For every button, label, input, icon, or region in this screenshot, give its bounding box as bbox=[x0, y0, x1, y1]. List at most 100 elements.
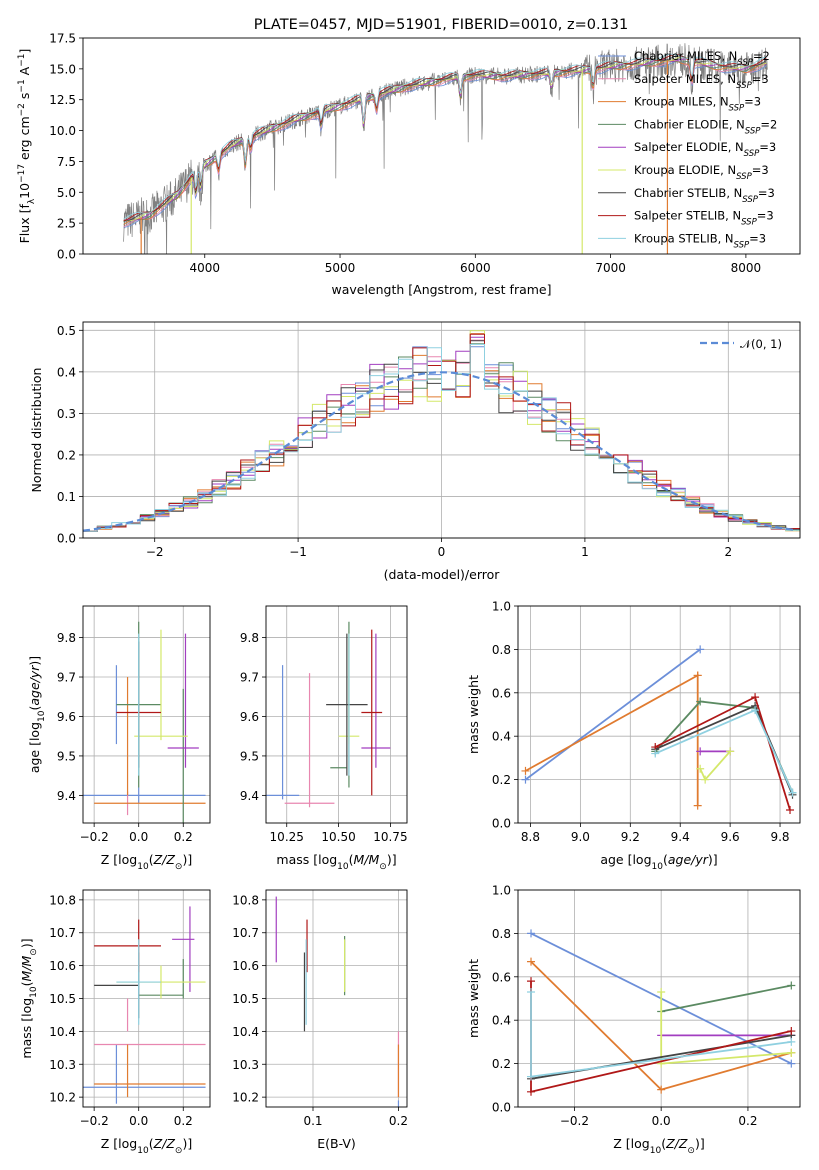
x-tick-label: 10.75 bbox=[373, 830, 407, 844]
weight-marker bbox=[787, 1048, 796, 1057]
label-part: )] bbox=[387, 852, 397, 867]
weight-line-5 bbox=[699, 750, 731, 782]
x-tick-label: 8000 bbox=[731, 261, 762, 275]
label-part: 10 bbox=[29, 986, 39, 998]
y-tick-label: 2.5 bbox=[57, 217, 76, 231]
panel-mw_vs_age: 8.8 9.0 9.2 9.4 9.6 9.8 0.0 0.2 0.4 0.6 0.8 1.0 age … bbox=[466, 600, 801, 872]
y-tick-label: 9.4 bbox=[57, 789, 76, 803]
legend-entry: Salpeter ELODIE, NSSP=3 bbox=[634, 140, 776, 159]
label-part: −1 bbox=[17, 79, 27, 92]
y-tick-label: 0.1 bbox=[57, 490, 76, 504]
x-tick-label: 5000 bbox=[325, 261, 356, 275]
legend-sub: SSP bbox=[744, 149, 760, 159]
legend-text: Salpeter MILES, N bbox=[634, 72, 736, 86]
legend-tail: =3 bbox=[757, 209, 774, 223]
x-axis-label: wavelength [Angstrom, rest frame] bbox=[331, 282, 551, 297]
x-axis-label: Z [log10(Z/Z⊙)] bbox=[101, 1136, 192, 1156]
weight-marker bbox=[521, 766, 530, 775]
weight-marker bbox=[527, 1072, 536, 1081]
label-part: s bbox=[17, 93, 32, 104]
label-part: ⊙ bbox=[29, 948, 39, 956]
label-part: erg cm bbox=[17, 116, 32, 164]
x-tick-label: 9.6 bbox=[721, 830, 740, 844]
label-part: Z/Z bbox=[153, 852, 176, 867]
y-axis-label: Normed distribution bbox=[29, 368, 44, 493]
model-spectrum-8 bbox=[123, 53, 767, 220]
x-axis-label: (data-model)/error bbox=[384, 567, 501, 582]
weight-marker bbox=[751, 693, 760, 702]
label-part: ⊙ bbox=[379, 862, 387, 872]
label-part: age/yr bbox=[27, 665, 42, 706]
x-tick-label: 0.0 bbox=[652, 1114, 671, 1128]
y-tick-label: 9.5 bbox=[57, 749, 76, 763]
y-tick-label: 10.2 bbox=[232, 1091, 259, 1105]
legend-sub: SSP bbox=[745, 126, 761, 136]
y-tick-label: 10.6 bbox=[49, 959, 76, 973]
x-tick-label: 0.2 bbox=[174, 1114, 193, 1128]
weight-line-2 bbox=[525, 673, 699, 806]
legend-tail: =3 bbox=[758, 186, 775, 200]
label-part: 10 bbox=[17, 183, 32, 199]
y-tick-label: 9.5 bbox=[240, 749, 259, 763]
y-tick-label: 0.5 bbox=[57, 324, 76, 338]
y-tick-label: 10.6 bbox=[232, 959, 259, 973]
label-part: ( bbox=[149, 1136, 154, 1151]
y-tick-label: 0.6 bbox=[492, 686, 511, 700]
axes-frame bbox=[82, 37, 801, 255]
weight-marker bbox=[651, 749, 660, 758]
y-tick-label: 9.7 bbox=[240, 671, 259, 685]
label-part: 10 bbox=[652, 862, 664, 872]
y-tick-label: 0.0 bbox=[492, 817, 511, 831]
weight-marker bbox=[527, 987, 536, 996]
x-tick-label: 7000 bbox=[595, 261, 626, 275]
y-tick-label: 15.0 bbox=[49, 62, 76, 76]
weight-marker bbox=[786, 805, 795, 814]
label-part: )] bbox=[182, 1136, 192, 1151]
label-part: M/M bbox=[19, 955, 34, 981]
label-part: Z [log bbox=[101, 1136, 137, 1151]
y-axis-label: age [log10(age/yr)] bbox=[27, 656, 47, 773]
legend-text: Kroupa MILES, N bbox=[634, 95, 729, 109]
y-tick-label: 9.7 bbox=[57, 671, 76, 685]
legend-sub: SSP bbox=[741, 218, 757, 228]
weight-marker bbox=[657, 987, 666, 996]
label-part: ( bbox=[661, 1136, 666, 1151]
x-tick-label: 9.8 bbox=[770, 830, 789, 844]
x-tick-label: 0.2 bbox=[738, 1114, 757, 1128]
y-tick-label: 10.5 bbox=[232, 992, 259, 1006]
x-tick-label: 2 bbox=[724, 545, 732, 559]
label-part: 10 bbox=[37, 710, 47, 722]
x-tick-label: −0.2 bbox=[80, 1114, 109, 1128]
label-part: age [log bbox=[600, 852, 651, 867]
weight-line-3 bbox=[661, 984, 792, 1013]
legend-entry: Kroupa STELIB, NSSP=3 bbox=[634, 231, 766, 250]
y-tick-label: 12.5 bbox=[49, 93, 76, 107]
x-tick-label: 10.25 bbox=[270, 830, 304, 844]
label-part: −17 bbox=[17, 164, 27, 183]
legend-entry: Kroupa ELODIE, NSSP=3 bbox=[634, 163, 769, 182]
y-tick-label: 9.6 bbox=[240, 710, 259, 724]
weight-marker bbox=[788, 788, 797, 797]
x-tick-label: 9.2 bbox=[621, 830, 640, 844]
weight-line-7 bbox=[654, 695, 791, 811]
histogram-8 bbox=[83, 343, 800, 532]
y-tick-label: 10.3 bbox=[49, 1058, 76, 1072]
legend-entry: Chabrier ELODIE, NSSP=2 bbox=[634, 117, 777, 136]
axes-frame bbox=[265, 605, 408, 824]
weight-marker bbox=[657, 1085, 666, 1094]
legend-sub: SSP bbox=[736, 81, 752, 91]
legend-sub: SSP bbox=[737, 58, 753, 68]
y-tick-label: 0.2 bbox=[492, 1057, 511, 1071]
normal-curve bbox=[82, 371, 798, 532]
y-tick-label: 7.5 bbox=[57, 155, 76, 169]
label-part: Flux [f bbox=[17, 204, 32, 244]
x-tick-label: 1 bbox=[581, 545, 589, 559]
y-tick-label: 10.0 bbox=[49, 124, 76, 138]
y-tick-label: 9.8 bbox=[240, 631, 259, 645]
weight-marker bbox=[696, 764, 705, 773]
label-part: −2 bbox=[17, 103, 27, 116]
label-part: 10 bbox=[137, 862, 149, 872]
y-tick-label: 9.4 bbox=[240, 789, 259, 803]
legend-sub: SSP bbox=[729, 104, 745, 114]
